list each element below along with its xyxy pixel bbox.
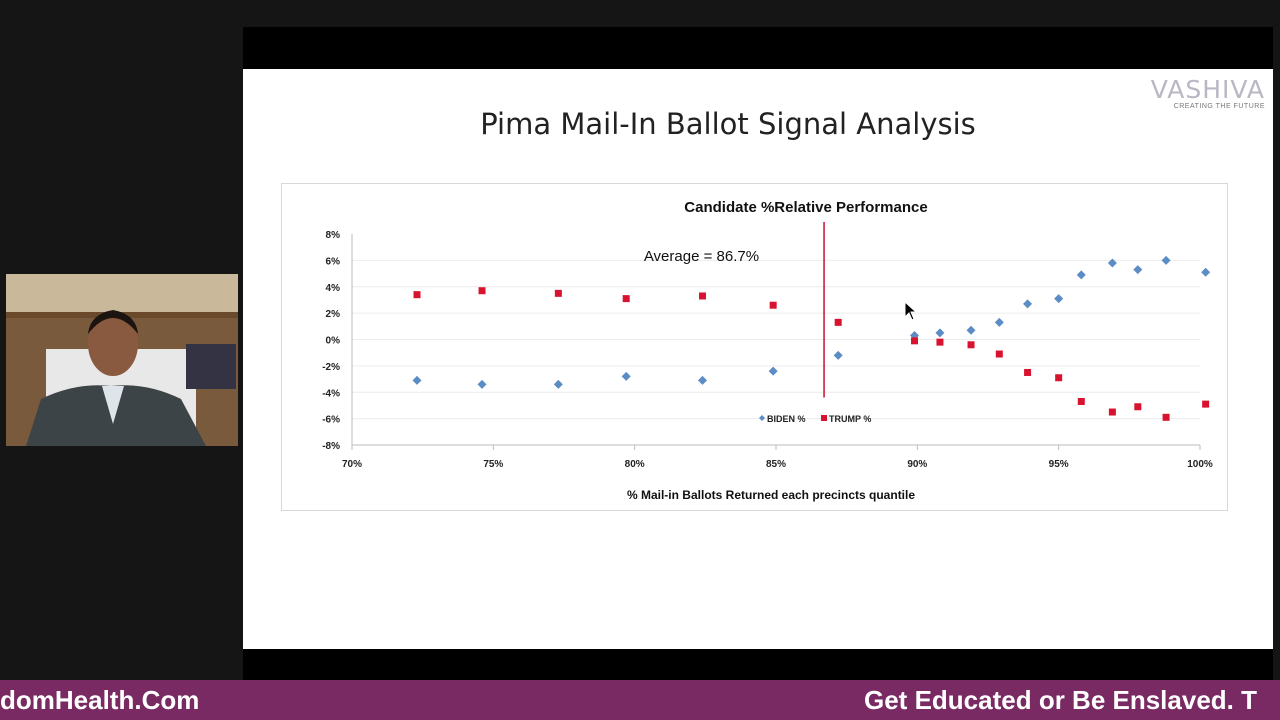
- y-tick-label: 4%: [326, 283, 341, 294]
- biden-point: [1054, 294, 1064, 304]
- logo: VASHIVA CREATING THE FUTURE: [1117, 75, 1265, 111]
- chart: Candidate %Relative Performance 8% 6% 4% 2% 0…: [281, 183, 1228, 511]
- trump-point: [1162, 413, 1170, 421]
- x-tick-label: 75%: [483, 459, 503, 470]
- y-tick-label: 6%: [326, 256, 341, 267]
- x-tick-label: 70%: [342, 459, 362, 470]
- x-tick-label: 100%: [1187, 459, 1213, 470]
- biden-point: [966, 325, 976, 335]
- y-tick-label: -8%: [322, 441, 340, 452]
- y-tick-label: -4%: [322, 388, 340, 399]
- biden-point: [935, 328, 945, 338]
- trump-point: [769, 301, 777, 309]
- biden-point: [1201, 267, 1211, 277]
- biden-point: [553, 379, 563, 389]
- trump-point: [699, 292, 707, 300]
- y-tick-label: 8%: [326, 230, 341, 241]
- trump-point: [413, 291, 421, 299]
- trump-point: [554, 289, 562, 297]
- webcam-video: [6, 274, 238, 446]
- legend-marker-trump: [821, 415, 827, 421]
- chart-title: Candidate %Relative Performance: [684, 199, 927, 216]
- trump-point: [1108, 408, 1116, 416]
- banner-left-text: domHealth.Com: [0, 685, 200, 715]
- biden-point: [910, 331, 920, 341]
- presenter-image: [6, 274, 238, 446]
- average-annotation: Average = 86.7%: [644, 248, 759, 265]
- biden-point: [833, 350, 843, 360]
- trump-point: [995, 350, 1003, 358]
- slide-title: Pima Mail-In Ballot Signal Analysis: [480, 107, 976, 141]
- ticker-banner: domHealth.Com Get Educated or Be Enslave…: [0, 680, 1280, 720]
- trump-point: [1055, 374, 1063, 382]
- presentation-slide: Pima Mail-In Ballot Signal Analysis VASH…: [243, 69, 1273, 649]
- trump-point: [1024, 368, 1032, 376]
- mouse-cursor-icon: [904, 301, 918, 321]
- x-tick-label: 95%: [1049, 459, 1069, 470]
- x-tick-label: 80%: [625, 459, 645, 470]
- biden-point: [621, 371, 631, 381]
- y-tick-label: -6%: [322, 415, 340, 426]
- biden-point: [1133, 265, 1143, 275]
- trump-point: [834, 318, 842, 326]
- y-tick-label: 0%: [326, 336, 341, 347]
- legend-label: BIDEN %: [767, 414, 806, 424]
- biden-point: [477, 379, 487, 389]
- trump-point: [911, 337, 919, 345]
- trump-point: [967, 341, 975, 349]
- biden-point: [768, 366, 778, 376]
- banner-right-text: Get Educated or Be Enslaved. T: [864, 685, 1257, 715]
- x-tick-label: 85%: [766, 459, 786, 470]
- video-top-bar: [243, 27, 1273, 69]
- biden-point: [1107, 258, 1117, 268]
- legend-label: TRUMP %: [829, 414, 871, 424]
- biden-point: [1076, 270, 1086, 280]
- video-bottom-bar: [243, 649, 1273, 680]
- biden-point: [994, 317, 1004, 327]
- trump-point: [1202, 400, 1210, 408]
- x-axis-label: % Mail-in Ballots Returned each precinct…: [627, 488, 915, 502]
- biden-point: [1161, 255, 1171, 265]
- logo-brand: VASHIVA: [1150, 75, 1265, 104]
- y-tick-label: 2%: [326, 309, 341, 320]
- biden-point: [698, 375, 708, 385]
- trump-point: [1134, 403, 1142, 411]
- logo-tagline: CREATING THE FUTURE: [1173, 103, 1265, 110]
- biden-point: [1023, 299, 1033, 309]
- trump-point: [1077, 397, 1085, 405]
- x-tick-label: 90%: [907, 459, 927, 470]
- legend-marker-biden: [759, 415, 765, 421]
- chart-svg: Candidate %Relative Performance 8% 6% 4% 2% 0…: [322, 199, 1213, 502]
- trump-point: [936, 338, 944, 346]
- biden-point: [412, 375, 422, 385]
- trump-point: [622, 295, 630, 303]
- trump-point: [478, 287, 486, 295]
- y-tick-label: -2%: [322, 362, 340, 373]
